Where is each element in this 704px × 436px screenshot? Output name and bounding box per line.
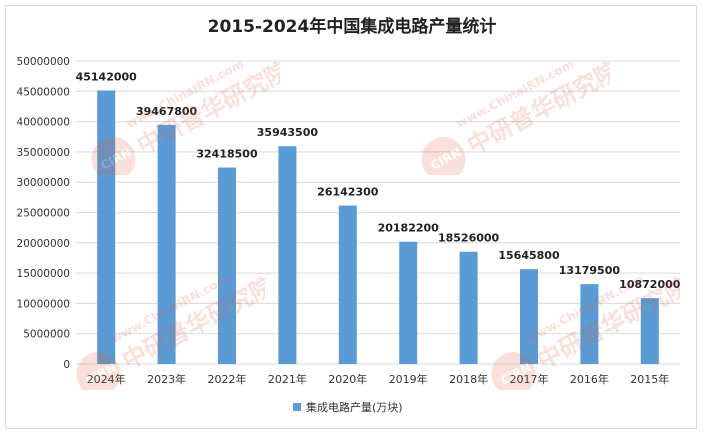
data-label: 18526000 (438, 232, 500, 245)
chart-title: 2015-2024年中国集成电路产量统计 (207, 17, 497, 37)
bar (520, 269, 538, 364)
y-axis: 0 5000000 10000000 15000000 20000000 25000000… (17, 56, 70, 371)
data-label: 13179500 (559, 264, 621, 277)
bar (278, 146, 297, 364)
y-tick-label: 45000000 (17, 86, 70, 98)
bar (338, 205, 357, 364)
data-label: 15645800 (498, 249, 560, 262)
bar (640, 298, 659, 364)
x-tick-label: 2022年 (208, 372, 247, 386)
x-tick-label: 2019年 (389, 372, 428, 386)
x-tick-label: 2023年 (147, 372, 186, 386)
data-label: 35943500 (257, 126, 319, 139)
data-labels: 45142000 39467800 32418500 35943500 26142300… (76, 70, 681, 291)
y-tick-label: 40000000 (17, 117, 70, 129)
bar (459, 251, 478, 364)
y-tick-label: 25000000 (17, 208, 70, 220)
bars (97, 90, 659, 364)
data-label: 39467800 (136, 105, 198, 118)
y-tick-label: 35000000 (17, 147, 70, 159)
data-label: 45142000 (76, 70, 138, 83)
x-tick-label: 2020年 (328, 372, 367, 386)
y-tick-label: 30000000 (17, 177, 70, 189)
x-tick-label: 2017年 (510, 372, 549, 386)
x-tick-label: 2018年 (449, 372, 488, 386)
x-tick-label: 2024年 (87, 372, 126, 386)
data-label: 32418500 (196, 148, 258, 161)
x-tick-label: 2021年 (268, 372, 307, 386)
y-tick-label: 50000000 (17, 56, 70, 68)
data-label: 26142300 (317, 186, 379, 199)
bar (399, 241, 418, 364)
y-tick-label: 20000000 (17, 238, 70, 250)
x-axis: 2024年 2023年 2022年 2021年 2020年 2019年 2018年 2017年… (87, 372, 670, 386)
bar (97, 90, 116, 364)
y-tick-label: 5000000 (23, 329, 70, 341)
data-label: 20182200 (378, 222, 440, 235)
legend-label: 集成电路产量(万块) (306, 400, 403, 414)
x-tick-label: 2015年 (630, 372, 669, 386)
legend: 集成电路产量(万块) (293, 400, 403, 414)
legend-swatch (293, 403, 301, 411)
gridlines (76, 60, 680, 365)
data-label: 10872000 (619, 278, 681, 291)
y-tick-label: 15000000 (17, 268, 70, 280)
bar (218, 167, 236, 364)
y-tick-label: 0 (63, 359, 70, 371)
bar (580, 284, 599, 364)
x-tick-label: 2016年 (570, 372, 609, 386)
y-tick-label: 10000000 (17, 298, 70, 310)
bar (157, 124, 176, 364)
